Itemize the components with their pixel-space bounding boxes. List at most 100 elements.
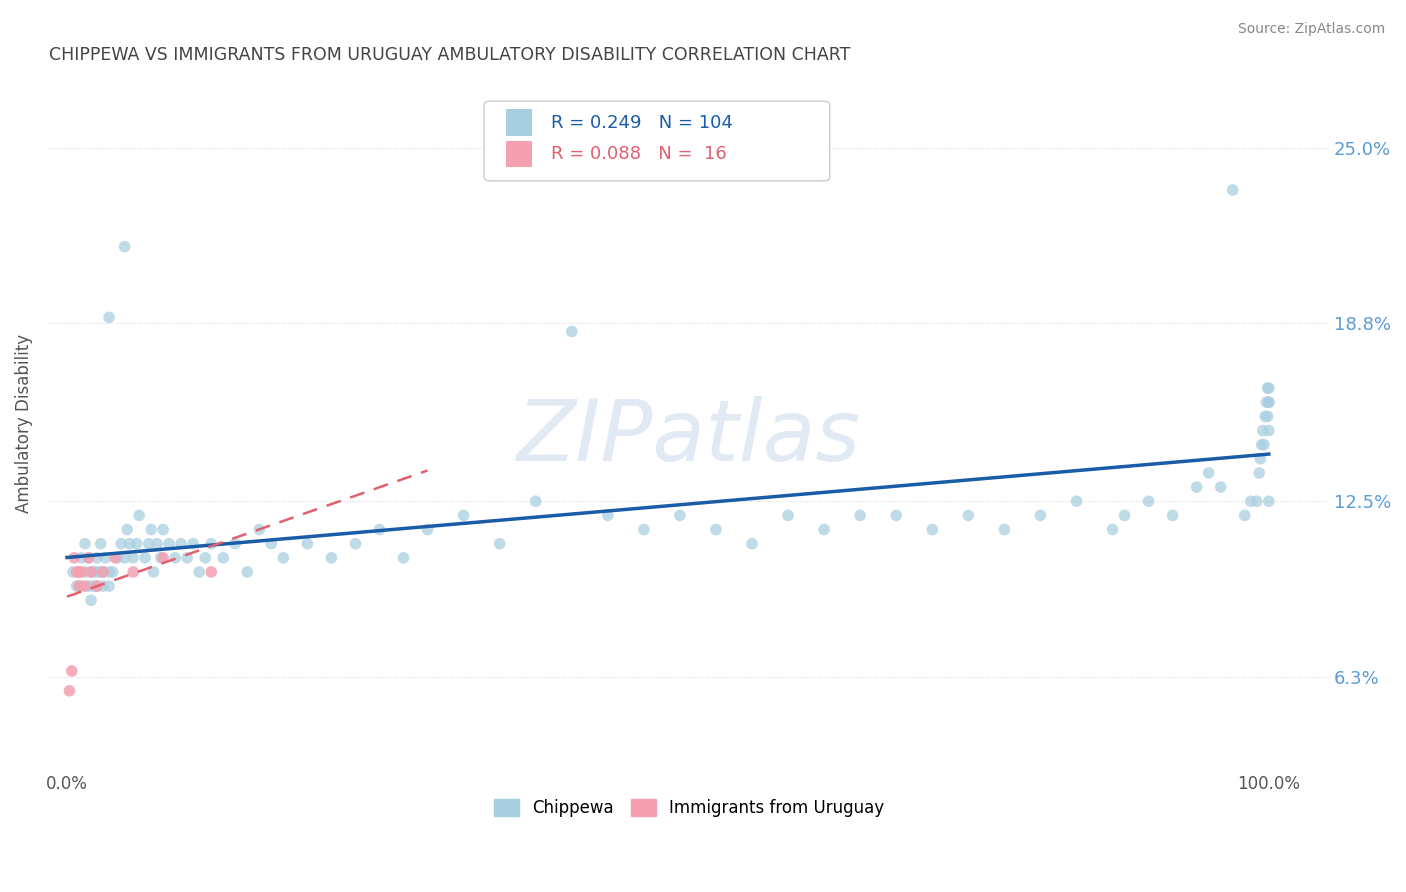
Point bbox=[1029, 508, 1052, 523]
Point bbox=[200, 537, 222, 551]
Point bbox=[596, 508, 619, 523]
Point bbox=[62, 565, 84, 579]
Text: R = 0.088   N =  16: R = 0.088 N = 16 bbox=[551, 145, 727, 163]
Point bbox=[104, 550, 127, 565]
Point bbox=[321, 550, 343, 565]
Point bbox=[1249, 466, 1271, 480]
Point bbox=[1250, 437, 1272, 451]
Point bbox=[921, 523, 943, 537]
Point bbox=[1249, 451, 1271, 466]
Point bbox=[188, 565, 211, 579]
Point bbox=[176, 550, 198, 565]
Point bbox=[122, 565, 145, 579]
Point bbox=[152, 523, 174, 537]
Point bbox=[633, 523, 655, 537]
Point bbox=[90, 537, 112, 551]
FancyBboxPatch shape bbox=[484, 101, 830, 181]
Point bbox=[115, 523, 138, 537]
Point bbox=[1257, 381, 1279, 395]
Legend: Chippewa, Immigrants from Uruguay: Chippewa, Immigrants from Uruguay bbox=[488, 793, 890, 824]
Point bbox=[1257, 381, 1279, 395]
Point bbox=[813, 523, 835, 537]
Point bbox=[157, 537, 180, 551]
Point bbox=[1257, 409, 1279, 424]
Point bbox=[70, 579, 93, 593]
Point bbox=[741, 537, 763, 551]
Point bbox=[60, 664, 83, 678]
Point bbox=[73, 565, 96, 579]
Point bbox=[149, 550, 172, 565]
Point bbox=[297, 537, 319, 551]
Point bbox=[247, 523, 270, 537]
Point bbox=[152, 550, 174, 565]
Point bbox=[138, 537, 160, 551]
Point bbox=[98, 565, 121, 579]
Point bbox=[91, 565, 114, 579]
Point bbox=[122, 550, 145, 565]
Point bbox=[561, 325, 583, 339]
Point bbox=[77, 550, 100, 565]
Point bbox=[1251, 424, 1274, 438]
Point bbox=[86, 550, 108, 565]
Point bbox=[273, 550, 295, 565]
Point bbox=[73, 537, 96, 551]
Point bbox=[1066, 494, 1088, 508]
Point bbox=[77, 550, 100, 565]
Point bbox=[194, 550, 217, 565]
Point bbox=[94, 550, 117, 565]
Point bbox=[114, 550, 136, 565]
Text: Source: ZipAtlas.com: Source: ZipAtlas.com bbox=[1237, 22, 1385, 37]
Point bbox=[884, 508, 907, 523]
Point bbox=[146, 537, 169, 551]
Point bbox=[1246, 494, 1268, 508]
Point bbox=[181, 537, 204, 551]
Y-axis label: Ambulatory Disability: Ambulatory Disability bbox=[15, 334, 32, 513]
Text: R = 0.249   N = 104: R = 0.249 N = 104 bbox=[551, 113, 733, 132]
Point bbox=[139, 523, 162, 537]
Point bbox=[453, 508, 475, 523]
Point bbox=[488, 537, 510, 551]
Point bbox=[70, 550, 93, 565]
Point bbox=[101, 565, 124, 579]
Point bbox=[128, 508, 150, 523]
Point bbox=[165, 550, 187, 565]
Point bbox=[778, 508, 800, 523]
Point bbox=[98, 310, 121, 325]
Point bbox=[212, 550, 235, 565]
Point bbox=[1198, 466, 1220, 480]
Point bbox=[91, 579, 114, 593]
Point bbox=[1256, 395, 1278, 409]
Point bbox=[170, 537, 193, 551]
Point bbox=[58, 683, 80, 698]
Point bbox=[1161, 508, 1184, 523]
Point bbox=[1257, 494, 1279, 508]
Point bbox=[80, 565, 103, 579]
Point bbox=[849, 508, 872, 523]
Point bbox=[82, 565, 104, 579]
Point bbox=[236, 565, 259, 579]
Point bbox=[957, 508, 980, 523]
Point bbox=[704, 523, 727, 537]
Point bbox=[142, 565, 165, 579]
Point bbox=[1209, 480, 1232, 494]
Point bbox=[1114, 508, 1136, 523]
Point bbox=[82, 579, 104, 593]
Point bbox=[63, 550, 86, 565]
Point bbox=[416, 523, 439, 537]
Text: CHIPPEWA VS IMMIGRANTS FROM URUGUAY AMBULATORY DISABILITY CORRELATION CHART: CHIPPEWA VS IMMIGRANTS FROM URUGUAY AMBU… bbox=[49, 46, 851, 64]
Point bbox=[1257, 424, 1279, 438]
Point bbox=[107, 550, 129, 565]
Point bbox=[77, 579, 100, 593]
Point bbox=[524, 494, 547, 508]
Point bbox=[1222, 183, 1244, 197]
Point bbox=[224, 537, 246, 551]
Point bbox=[67, 565, 90, 579]
Text: ZIPatlas: ZIPatlas bbox=[517, 396, 860, 479]
Point bbox=[114, 239, 136, 253]
Point bbox=[1257, 395, 1279, 409]
Point bbox=[1253, 437, 1275, 451]
Point bbox=[993, 523, 1015, 537]
Point bbox=[67, 565, 90, 579]
Point bbox=[1137, 494, 1160, 508]
Point bbox=[125, 537, 148, 551]
